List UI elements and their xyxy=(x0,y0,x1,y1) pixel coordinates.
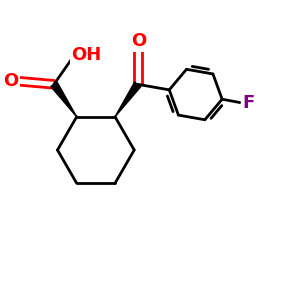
Text: O: O xyxy=(3,72,18,90)
Polygon shape xyxy=(115,82,141,117)
Text: F: F xyxy=(243,94,255,112)
Polygon shape xyxy=(51,82,77,117)
Text: O: O xyxy=(131,32,146,50)
Text: OH: OH xyxy=(71,46,102,64)
